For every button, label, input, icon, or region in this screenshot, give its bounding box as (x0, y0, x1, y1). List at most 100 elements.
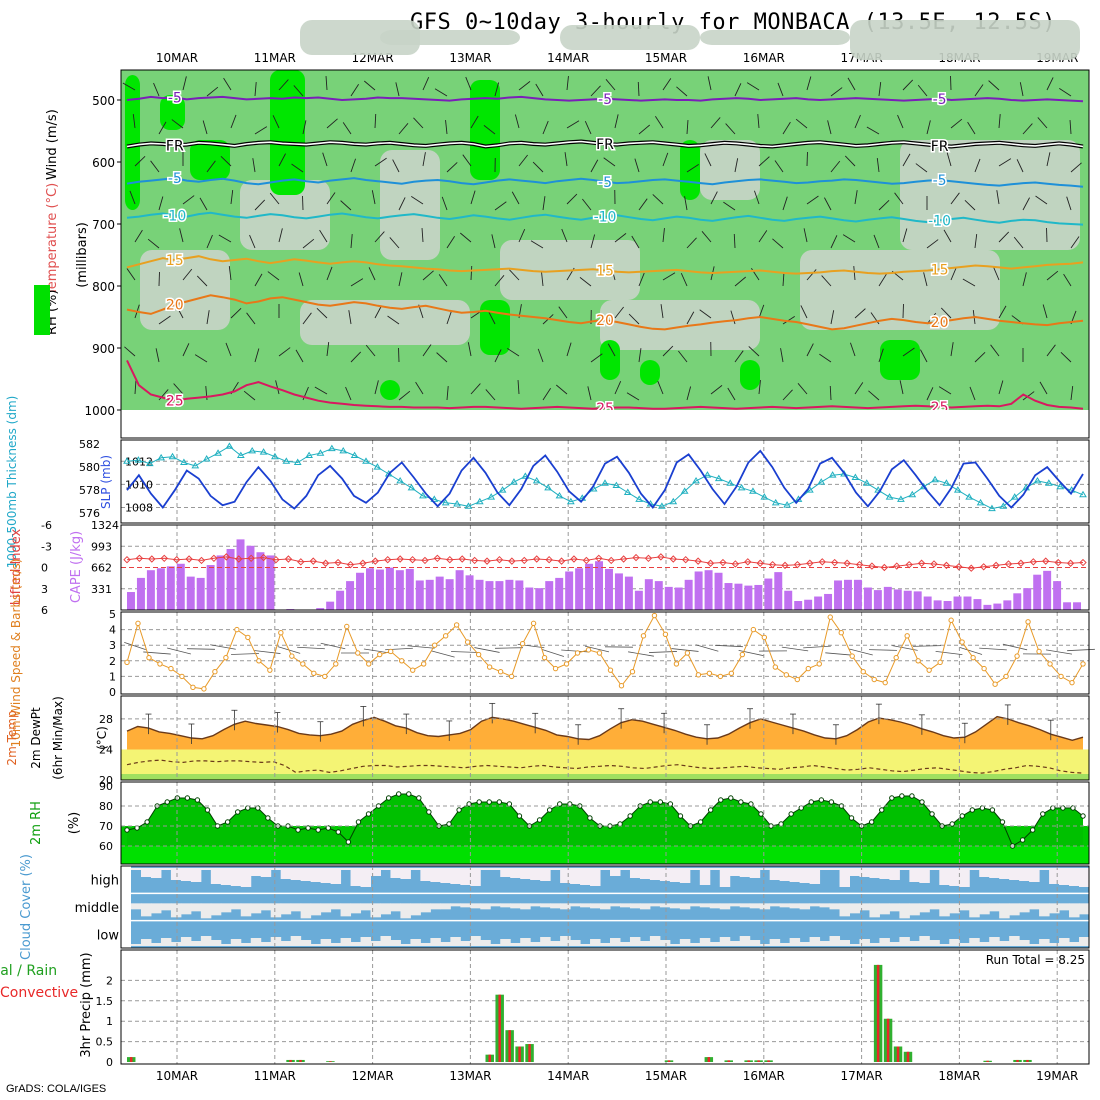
wind-barb (1039, 381, 1048, 395)
cloud-low-clear (719, 937, 731, 946)
wind-barb (126, 268, 136, 281)
rh-marker (969, 807, 976, 813)
cloud-low-clear (799, 942, 811, 946)
cloud-low-clear (959, 943, 970, 946)
wind-barb (254, 126, 268, 135)
rh-marker (557, 801, 563, 807)
cape-bar (664, 586, 673, 610)
cape-bar (375, 569, 384, 610)
wind-barb (806, 76, 812, 91)
day-label-bottom: 11MAR (254, 1069, 296, 1083)
rh-marker (1070, 805, 1076, 811)
wind-barb (542, 388, 552, 401)
wind-speed-marker (750, 626, 757, 633)
day-label-top: 15MAR (645, 51, 687, 65)
thickness-marker (1044, 479, 1053, 486)
cloud-low-clear (709, 942, 721, 946)
cloud-mid-clear (869, 903, 880, 918)
day-label-bottom: 10MAR (156, 1069, 198, 1083)
thickness-marker (658, 502, 666, 509)
thickness-marker (988, 504, 996, 512)
thickness-marker (248, 446, 257, 454)
thickness-marker (692, 476, 700, 484)
precip-convective-bar (757, 1060, 760, 1062)
cloud-mid-clear (460, 903, 471, 908)
cape-bar (385, 567, 394, 610)
cloud-high-clear (829, 868, 841, 870)
cape-bar (853, 579, 862, 610)
cloud-high-clear (819, 868, 831, 870)
thickness-marker (225, 442, 234, 449)
thickness-marker (953, 486, 962, 493)
cloud-low-clear (350, 942, 362, 946)
precip-convective-bar (886, 1018, 890, 1062)
thickness-marker (191, 461, 200, 469)
wind-speed-marker (970, 654, 976, 661)
cape-bar (465, 575, 474, 610)
wind-barb (249, 234, 256, 249)
cloud-high-clear (170, 868, 182, 880)
rh-marker (919, 799, 925, 805)
rh-marker (385, 795, 392, 801)
wind-barb (1022, 391, 1035, 401)
cape-bar (1043, 570, 1052, 610)
cloud-low-clear (600, 943, 611, 946)
cloud-low-clear (729, 941, 741, 946)
cloud-mid-clear (190, 903, 202, 912)
wind-barb (662, 152, 669, 167)
cloud-high-clear (699, 868, 711, 885)
precip-convective-bar (876, 964, 880, 1062)
cloud-mid-clear (759, 903, 771, 910)
cape-bar (923, 596, 932, 610)
temp-unit-label: (°C) (95, 726, 109, 750)
minmax-axis-label: (6hr Min/Max) (51, 696, 65, 780)
li-marker (942, 561, 951, 570)
wind-barb (926, 120, 931, 135)
cape-bar (455, 570, 464, 610)
wind-barb (974, 351, 986, 363)
temp-panel-frame (120, 695, 1090, 781)
rh-marker (647, 799, 653, 805)
li-marker (731, 560, 740, 568)
wind-speed-marker (1069, 679, 1075, 686)
li-marker (955, 563, 963, 571)
wind-speed-marker (399, 658, 405, 664)
wind-barb (302, 120, 307, 135)
thickness-marker (282, 457, 291, 464)
rh-marker (516, 813, 523, 819)
cape-bar (515, 580, 524, 610)
contour-label: 20 (931, 315, 949, 331)
wind-speed-marker (882, 679, 888, 686)
thickness-marker (202, 455, 211, 462)
cloud-row-label: high (91, 874, 119, 889)
wind-speed-marker (937, 659, 943, 666)
li-marker (843, 559, 851, 567)
thickness-tick: 580 (79, 461, 100, 474)
day-label-bottom: 17MAR (841, 1069, 883, 1083)
wind-barb (850, 342, 856, 357)
thickness-marker (726, 479, 735, 486)
precip-convective-bar (129, 1057, 133, 1062)
thickness-marker (828, 471, 837, 478)
wind-barb (350, 234, 353, 249)
rh-high-patch (160, 95, 185, 130)
cloud-low-clear (490, 944, 501, 946)
wind-barb (614, 306, 624, 319)
rh-high-patch (600, 340, 620, 380)
thickness-marker (623, 488, 632, 495)
wind-barb (587, 386, 592, 401)
thickness-marker (316, 449, 325, 456)
thickness-marker (840, 470, 848, 477)
precip-tick: 0 (106, 1056, 113, 1069)
cape-bar (943, 601, 952, 610)
wind-barb (806, 269, 817, 281)
precip-convective-bar (299, 1059, 302, 1062)
wind-speed-line (126, 614, 1084, 690)
rh-marker (446, 821, 452, 827)
wind-barb (974, 158, 981, 173)
precip-tick: 1 (106, 1015, 113, 1028)
rh-unit-label-text: (%) (67, 812, 82, 835)
wind-barb (806, 195, 819, 205)
precip-convective-bar (289, 1059, 292, 1062)
